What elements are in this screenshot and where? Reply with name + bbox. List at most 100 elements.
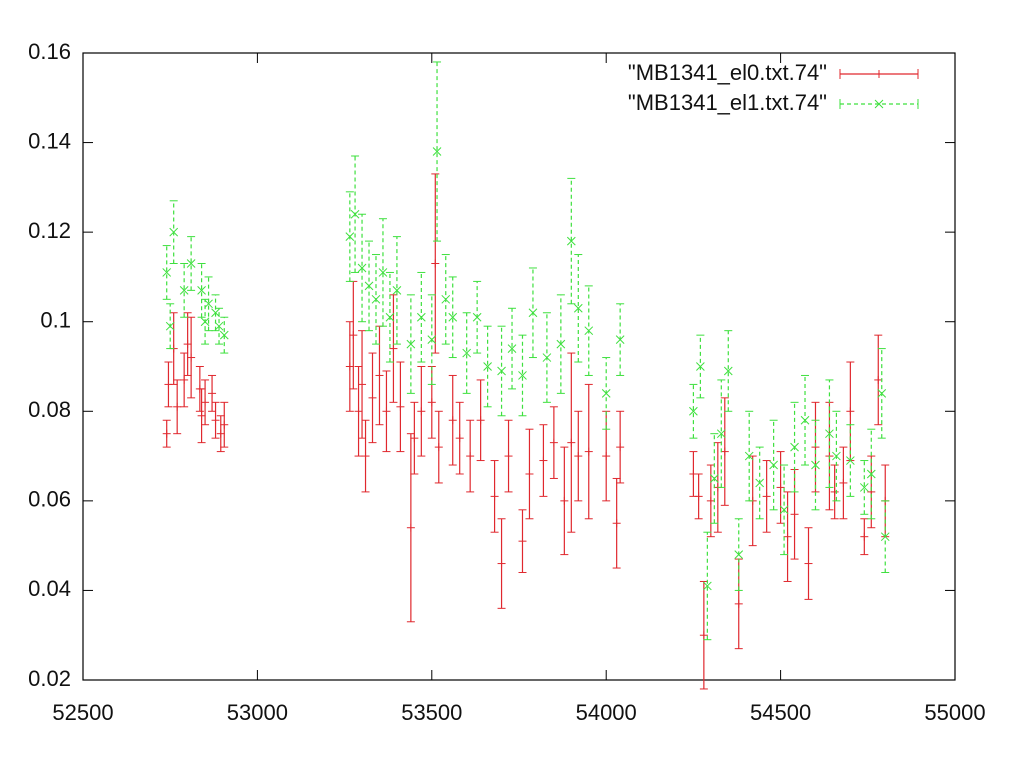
error-point xyxy=(566,177,576,305)
error-point xyxy=(180,352,189,408)
marker xyxy=(689,406,698,416)
error-point xyxy=(169,200,179,264)
error-point xyxy=(811,419,820,511)
marker xyxy=(162,268,172,277)
marker xyxy=(385,312,395,322)
y-tick-label: 0.12 xyxy=(28,218,71,243)
error-point xyxy=(361,419,370,493)
error-point xyxy=(528,267,538,359)
marker xyxy=(378,268,388,277)
error-point xyxy=(364,240,374,332)
marker xyxy=(573,303,583,313)
error-point xyxy=(345,321,354,412)
marker xyxy=(556,339,566,349)
marker xyxy=(441,294,451,304)
error-point xyxy=(584,285,594,376)
marker xyxy=(866,469,876,479)
marker xyxy=(432,147,442,156)
error-point xyxy=(358,330,367,439)
error-point xyxy=(769,419,778,511)
y-tick-label: 0.02 xyxy=(28,666,71,691)
marker xyxy=(364,281,374,291)
marker xyxy=(880,532,890,542)
error-point xyxy=(776,451,785,524)
marker xyxy=(462,348,472,358)
y-tick-label: 0.04 xyxy=(28,576,71,601)
error-point xyxy=(689,383,698,439)
marker xyxy=(874,99,884,109)
error-point xyxy=(567,352,576,533)
error-point xyxy=(525,428,534,520)
legend-sample xyxy=(839,99,919,109)
marker xyxy=(165,321,175,331)
error-point xyxy=(556,294,566,394)
marker xyxy=(846,456,855,465)
marker xyxy=(566,236,576,246)
error-point xyxy=(162,419,171,448)
error-point xyxy=(573,254,583,363)
error-point xyxy=(173,379,182,435)
error-point xyxy=(874,334,883,426)
marker xyxy=(179,286,189,295)
marker xyxy=(406,339,416,349)
error-point xyxy=(560,446,569,556)
error-point xyxy=(350,155,360,273)
x-tick-label: 54500 xyxy=(750,700,811,725)
error-point xyxy=(483,325,492,408)
error-point xyxy=(357,213,367,323)
error-point xyxy=(345,191,355,282)
y-tick-label: 0.08 xyxy=(28,397,71,422)
error-point xyxy=(518,334,527,417)
marker xyxy=(392,286,402,295)
error-point xyxy=(518,509,527,574)
error-point xyxy=(179,262,189,318)
error-point xyxy=(716,379,726,488)
error-point xyxy=(211,401,220,439)
marker xyxy=(169,227,179,237)
marker xyxy=(357,263,367,273)
legend-label: "MB1341_el1.txt.74" xyxy=(628,90,827,115)
marker xyxy=(518,371,527,380)
marker xyxy=(790,442,799,452)
error-point xyxy=(396,361,405,453)
marker xyxy=(345,232,355,241)
error-point xyxy=(448,374,457,466)
x-tick-label: 54000 xyxy=(576,700,637,725)
marker xyxy=(702,581,712,591)
error-point xyxy=(859,460,869,515)
marker xyxy=(211,308,220,318)
error-point xyxy=(574,410,583,502)
error-point xyxy=(734,518,744,591)
error-point xyxy=(880,500,890,574)
error-point xyxy=(378,218,388,327)
error-point xyxy=(832,410,841,502)
x-tick-label: 53000 xyxy=(227,700,288,725)
marker xyxy=(779,505,789,515)
marker xyxy=(800,415,810,425)
x-tick-label: 53500 xyxy=(401,700,462,725)
error-point xyxy=(354,366,363,457)
error-point xyxy=(183,312,192,376)
error-point xyxy=(490,460,499,533)
error-point xyxy=(694,473,703,520)
error-point xyxy=(860,518,869,556)
marker xyxy=(204,299,213,309)
error-point xyxy=(497,518,506,609)
y-tick-label: 0.16 xyxy=(28,39,71,64)
marker xyxy=(528,308,538,318)
error-point xyxy=(211,294,220,332)
error-point xyxy=(375,325,384,426)
error-point xyxy=(208,374,217,412)
marker xyxy=(744,451,754,461)
marker xyxy=(601,389,611,398)
marker xyxy=(877,389,887,398)
error-point xyxy=(417,366,426,457)
error-point xyxy=(755,446,765,520)
error-point xyxy=(804,527,813,600)
error-point xyxy=(220,401,229,448)
error-point xyxy=(709,433,719,524)
error-point xyxy=(616,410,625,484)
y-tick-label: 0.06 xyxy=(28,487,71,512)
error-point xyxy=(162,245,172,300)
